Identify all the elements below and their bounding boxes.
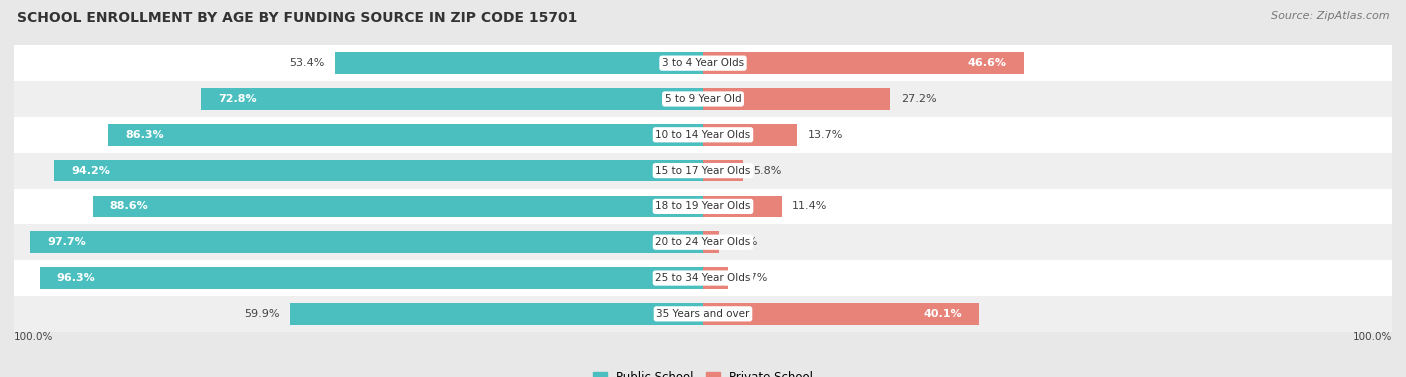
Text: 2.3%: 2.3% [730,237,758,247]
Text: 94.2%: 94.2% [72,166,110,176]
Text: 3.7%: 3.7% [738,273,768,283]
Bar [14,188,1392,224]
Bar [703,196,782,217]
Bar [14,260,1392,296]
Text: 5 to 9 Year Old: 5 to 9 Year Old [665,94,741,104]
Bar [703,267,728,289]
Text: 13.7%: 13.7% [807,130,844,140]
Bar [39,267,703,289]
Text: 20 to 24 Year Olds: 20 to 24 Year Olds [655,237,751,247]
Bar [30,231,703,253]
Bar [14,153,1392,188]
Text: 11.4%: 11.4% [792,201,827,211]
Text: 88.6%: 88.6% [110,201,149,211]
Bar [201,88,703,110]
Text: 72.8%: 72.8% [219,94,257,104]
Text: Source: ZipAtlas.com: Source: ZipAtlas.com [1271,11,1389,21]
Text: 3 to 4 Year Olds: 3 to 4 Year Olds [662,58,744,68]
Bar [335,52,703,74]
Text: SCHOOL ENROLLMENT BY AGE BY FUNDING SOURCE IN ZIP CODE 15701: SCHOOL ENROLLMENT BY AGE BY FUNDING SOUR… [17,11,578,25]
Bar [703,303,979,325]
Text: 53.4%: 53.4% [290,58,325,68]
Text: 35 Years and over: 35 Years and over [657,309,749,319]
Bar [703,124,797,146]
Text: 46.6%: 46.6% [967,58,1007,68]
Text: 96.3%: 96.3% [56,273,96,283]
Text: 100.0%: 100.0% [14,332,53,342]
Bar [290,303,703,325]
Text: 97.7%: 97.7% [48,237,86,247]
Text: 18 to 19 Year Olds: 18 to 19 Year Olds [655,201,751,211]
Bar [108,124,703,146]
Bar [93,196,703,217]
Text: 59.9%: 59.9% [245,309,280,319]
Bar [703,88,890,110]
Bar [14,117,1392,153]
Text: 15 to 17 Year Olds: 15 to 17 Year Olds [655,166,751,176]
Bar [53,160,703,181]
Text: 5.8%: 5.8% [754,166,782,176]
Bar [703,52,1024,74]
Bar [14,224,1392,260]
Text: 27.2%: 27.2% [901,94,936,104]
Bar [703,231,718,253]
Bar [14,296,1392,332]
Text: 10 to 14 Year Olds: 10 to 14 Year Olds [655,130,751,140]
Text: 100.0%: 100.0% [1353,332,1392,342]
Text: 40.1%: 40.1% [924,309,962,319]
Bar [14,45,1392,81]
Text: 25 to 34 Year Olds: 25 to 34 Year Olds [655,273,751,283]
Bar [703,160,742,181]
Legend: Public School, Private School: Public School, Private School [588,366,818,377]
Bar [14,81,1392,117]
Text: 86.3%: 86.3% [125,130,165,140]
